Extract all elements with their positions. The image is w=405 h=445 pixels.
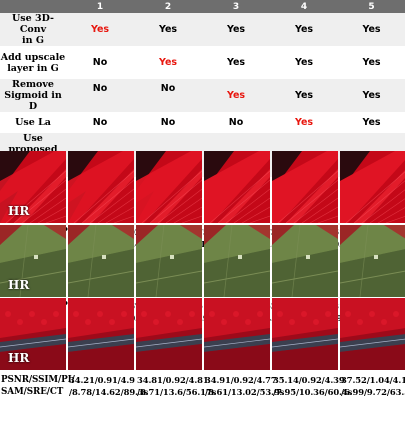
hr-reference-image: HR	[0, 151, 66, 223]
config-row: Add upscale layer in G No Yes Yes Yes Yes	[0, 46, 405, 79]
result-image	[340, 225, 405, 297]
config-cell: No	[92, 57, 108, 68]
config-row: Remove Sigmoid in D No No Yes Yes Yes	[0, 79, 405, 112]
config-cell: No	[92, 117, 108, 128]
config-label-line: Use 3D-Conv	[12, 13, 54, 35]
config-cell: Yes	[294, 117, 314, 128]
config-cell: Yes	[362, 57, 381, 68]
metric-line: /8.61/13.02/53.9s	[205, 387, 285, 397]
config-label-line: Sigmoid in D	[4, 90, 62, 112]
config-cell: Yes	[270, 13, 338, 46]
result-image	[68, 151, 134, 223]
hr-label: HR	[8, 351, 30, 365]
config-label-line: Use La	[15, 117, 51, 128]
metric-values: 34.91/0.92/4.77/8.61/13.02/53.9s	[205, 374, 284, 398]
metric-line: 35.14/0.92/4.39	[273, 375, 345, 385]
config-label-line: Remove	[12, 79, 54, 90]
hr-reference-image: HR	[0, 298, 66, 370]
config-label-line: in G	[22, 35, 44, 46]
config-label-line: Add upscale	[0, 51, 66, 63]
config-row-label: Use La	[0, 112, 66, 133]
config-row: Use La No No No Yes Yes	[0, 112, 405, 133]
result-image	[136, 298, 202, 370]
metric-line: /8.71/13.6/56.17s	[137, 387, 217, 397]
config-cell: No	[66, 79, 134, 112]
config-row-label: Remove Sigmoid in D	[0, 79, 66, 112]
config-cell: No	[134, 79, 202, 112]
config-cell: Yes	[202, 13, 270, 46]
column-header-2: 2	[134, 0, 202, 13]
config-cell: Yes	[270, 79, 338, 112]
column-header-4: 4	[270, 0, 338, 13]
column-header-1: 1	[66, 0, 134, 13]
metric-line: /8.78/14.62/89.3s	[69, 387, 149, 397]
config-row: Use 3D-Conv in G Yes Yes Yes Yes Yes	[0, 13, 405, 46]
metric-values: 34.21/0.91/4.9/8.78/14.62/89.3s	[69, 374, 148, 398]
config-row-label: Use 3D-Conv in G	[0, 13, 66, 46]
config-cell: Yes	[362, 117, 381, 128]
config-row-label: Add upscale layer in G	[0, 46, 66, 79]
metric-values: 34.81/0.92/4.81/8.71/13.6/56.17s	[137, 374, 216, 398]
metric-line: 34.91/0.92/4.77	[205, 375, 277, 385]
config-cell: Yes	[294, 57, 314, 68]
metric-label-line: PSNR/SSIM/PI/	[1, 375, 75, 385]
metric-values: 35.14/0.92/4.39/7.95/10.36/60.4s	[273, 374, 352, 398]
header-corner	[0, 0, 66, 13]
config-cell: Yes	[338, 13, 405, 46]
config-cell: Yes	[202, 79, 270, 112]
result-image	[272, 151, 338, 223]
metric-row-label: PSNR/SSIM/PI/SAM/SRE/CT	[1, 374, 75, 398]
column-header-3: 3	[202, 0, 270, 13]
result-image	[68, 225, 134, 297]
result-image	[340, 151, 405, 223]
hr-label: HR	[8, 278, 30, 292]
result-image	[204, 225, 270, 297]
metric-values: 37.52/1.04/4.11/6.99/9.72/63.5s	[341, 374, 405, 398]
result-image	[204, 151, 270, 223]
config-cell: No	[160, 117, 176, 128]
config-cell: Yes	[338, 79, 405, 112]
config-cell: No	[228, 117, 244, 128]
hr-label: HR	[8, 204, 30, 218]
result-image	[272, 298, 338, 370]
hr-reference-image: HR	[0, 225, 66, 297]
metric-label-line: SAM/SRE/CT	[1, 387, 64, 397]
config-cell: Yes	[158, 57, 178, 68]
result-image	[340, 298, 405, 370]
config-cell: Yes	[134, 13, 202, 46]
config-label-line: Use proposed	[8, 133, 58, 155]
metric-line: 37.52/1.04/4.11	[341, 375, 405, 385]
result-image	[272, 225, 338, 297]
metric-line: /6.99/9.72/63.5s	[341, 387, 405, 397]
result-image	[204, 298, 270, 370]
metric-line: /7.95/10.36/60.4s	[273, 387, 353, 397]
config-cell: Yes	[226, 57, 246, 68]
result-image	[136, 225, 202, 297]
config-label-line: layer in G	[7, 62, 59, 74]
column-header-5: 5	[338, 0, 405, 13]
result-image	[136, 151, 202, 223]
metric-line: 34.21/0.91/4.9	[69, 375, 135, 385]
metric-line: 34.81/0.92/4.81	[137, 375, 209, 385]
result-image	[68, 298, 134, 370]
config-cell: Yes	[66, 13, 134, 46]
